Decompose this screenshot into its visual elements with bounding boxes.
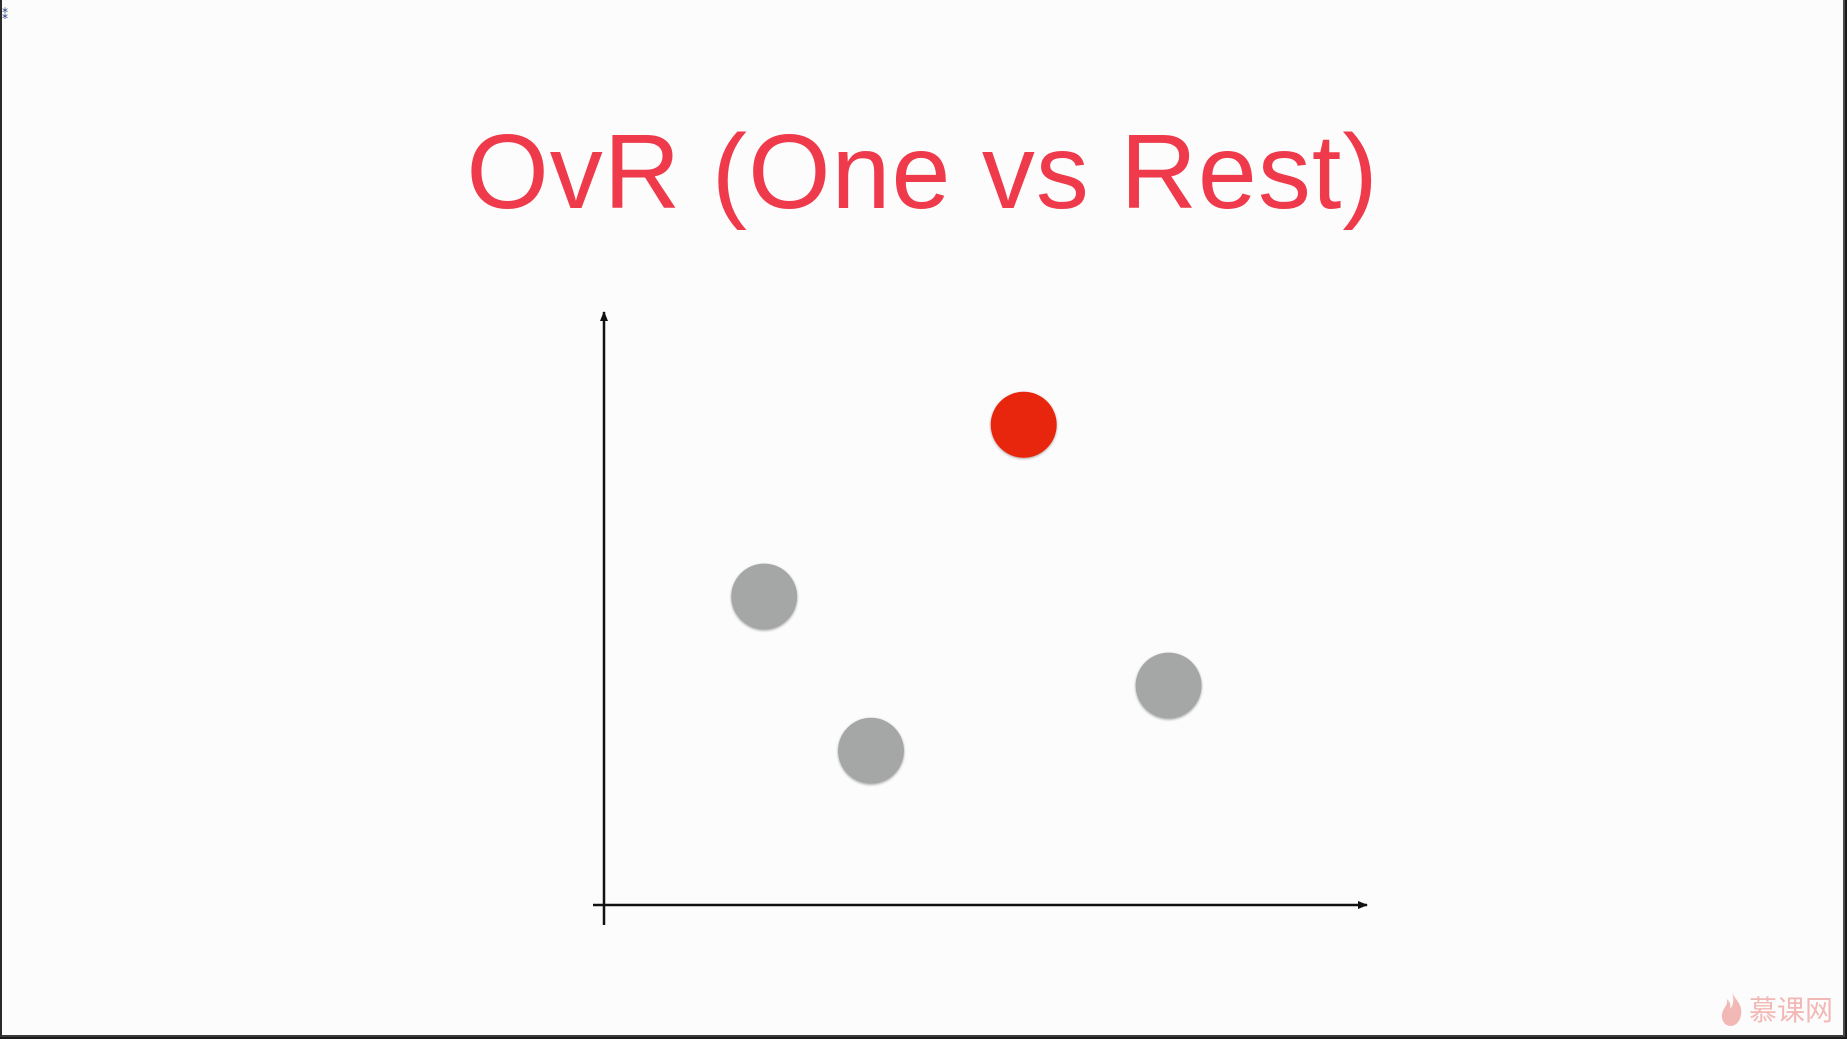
scatter-point-s1-p2 (1135, 652, 1202, 719)
watermark-text: 慕课网 (1748, 994, 1833, 1027)
flame-logo-icon (1721, 992, 1742, 1026)
scatter-point-s0-p0 (990, 391, 1057, 458)
data-points (731, 391, 1202, 784)
scatter-point-s1-p1 (838, 717, 904, 784)
corner-cursor-icon: ⁑ (2, 8, 8, 22)
watermark: 慕课网 (1719, 989, 1833, 1029)
slide-title: OvR (One vs Rest) (466, 113, 1379, 231)
scatter-point-s1-p0 (731, 563, 798, 630)
